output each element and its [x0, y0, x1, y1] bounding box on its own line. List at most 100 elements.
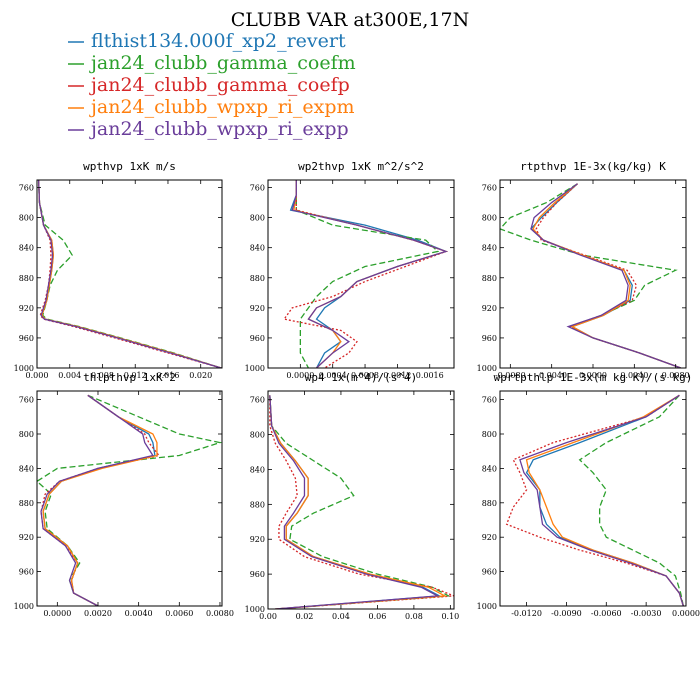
series-line-3: [283, 180, 448, 368]
y-tick-label: 960: [19, 568, 34, 577]
x-tick-label: 0.06: [369, 612, 387, 621]
y-tick-label: 920: [482, 304, 497, 313]
x-tick-label: -0.0120: [511, 609, 542, 618]
panel-1: wpthvp 1xK m/s76080084088092096010000.00…: [14, 160, 223, 380]
y-tick-label: 800: [19, 214, 34, 223]
y-tick-label: 880: [19, 274, 34, 283]
y-tick-label: 840: [482, 244, 497, 253]
y-tick-label: 760: [482, 184, 497, 193]
x-tick-label: 0.0000: [43, 609, 71, 618]
y-tick-label: 920: [250, 304, 265, 313]
x-tick-label: 0.0040: [620, 371, 648, 380]
series-line-2: [295, 180, 440, 368]
series-group: [505, 394, 684, 606]
legend: flthist134.000f_xp2_revert jan24_clubb_ga…: [68, 30, 356, 140]
series-line-1: [37, 180, 222, 368]
y-tick-label: 960: [482, 568, 497, 577]
y-tick-label: 960: [19, 334, 34, 343]
series-line-4: [293, 180, 448, 368]
panel-title: wp4 1x(m^4)/(s^4): [305, 371, 418, 384]
y-tick-label: 1000: [14, 364, 34, 373]
x-tick-label: 0.08: [405, 612, 423, 621]
x-tick-label: 0.0012: [383, 371, 411, 380]
series-line-5: [269, 395, 440, 609]
series-line-5: [519, 394, 684, 606]
y-tick-label: 880: [19, 499, 34, 508]
x-tick-label: 0.0008: [351, 371, 379, 380]
y-tick-label: 840: [250, 465, 265, 474]
series-line-2: [500, 183, 682, 368]
y-tick-label: 960: [250, 570, 265, 579]
y-tick-label: 880: [250, 500, 265, 509]
x-tick-label: 0.0000: [286, 371, 314, 380]
series-line-3: [40, 394, 161, 606]
panel-3: rtpthvp 1E-3x(kg/kg) K 760 800 840 880 920 960…: [477, 160, 690, 380]
series-line-5: [37, 180, 222, 368]
panel-title: thlpthvp 1xK^2: [83, 371, 176, 384]
x-tick-label: 0.0000: [579, 371, 607, 380]
series-line-4: [532, 183, 682, 368]
panel-6: wprtpthlp 1E-3x(m kg K)/(s kg) 760 800 840 8…: [477, 371, 700, 618]
x-tick-label: 0.02: [296, 612, 314, 621]
panel-2: wp2thvp 1xK m^2/s^2 760 800 840 880 920 960 100…: [245, 160, 455, 380]
figure-title: CLUBB VAR at300E,17N: [231, 9, 470, 31]
y-tick-label: 880: [482, 274, 497, 283]
y-tick-label: 840: [482, 464, 497, 473]
x-tick-label: 0.00: [259, 612, 277, 621]
y-tick-label: 840: [250, 244, 265, 253]
y-tick-label: 800: [250, 431, 265, 440]
series-line-3: [37, 180, 222, 368]
x-tick-label: 0.000: [26, 371, 49, 380]
x-tick-label: 0.0060: [165, 609, 193, 618]
series-line-4: [269, 395, 448, 609]
panel-4: thlpthvp 1xK^2 760 800 840 880 920 960 1000 0.00…: [14, 371, 234, 618]
y-tick-label: 1000: [14, 602, 34, 611]
panels: wpthvp 1xK m/s76080084088092096010000.00…: [14, 160, 700, 621]
series-group: [37, 394, 222, 606]
y-tick-label: 840: [19, 244, 34, 253]
x-tick-label: 0.008: [91, 371, 114, 380]
y-tick-label: 920: [250, 535, 265, 544]
x-tick-label: 0.0040: [125, 609, 153, 618]
panel-title: wp2thvp 1xK m^2/s^2: [298, 160, 424, 173]
series-line-4: [37, 180, 222, 368]
series-group: [37, 180, 222, 368]
plot-frame: [499, 179, 687, 369]
panel-title: wpthvp 1xK m/s: [83, 160, 176, 173]
y-tick-label: 1000: [245, 605, 265, 614]
x-tick-label: 0.0004: [319, 371, 347, 380]
legend-label: jan24_clubb_wpxp_ri_expp: [89, 118, 349, 140]
x-tick-label: 0.012: [124, 371, 147, 380]
x-tick-label: -0.0060: [591, 609, 622, 618]
plot-frame: [36, 390, 223, 607]
y-tick-label: 800: [482, 430, 497, 439]
y-tick-label: 760: [250, 396, 265, 405]
panel-title: rtpthvp 1E-3x(kg/kg) K: [520, 160, 666, 173]
series-line-5: [291, 180, 448, 368]
y-tick-label: 1000: [477, 602, 497, 611]
y-tick-label: 800: [482, 214, 497, 223]
y-tick-label: 840: [19, 464, 34, 473]
plot-frame: [267, 179, 455, 369]
x-tick-label: 0.020: [189, 371, 212, 380]
legend-label: jan24_clubb_gamma_coefp: [89, 74, 350, 96]
panel-5: wp4 1x(m^4)/(s^4)76080084088092096010000…: [245, 371, 460, 621]
x-tick-label: 0.0016: [416, 371, 444, 380]
y-tick-label: 800: [19, 430, 34, 439]
x-tick-label: -0.0090: [551, 609, 582, 618]
series-line-3: [505, 394, 684, 606]
x-tick-label: -0.0040: [536, 371, 567, 380]
y-tick-label: 1000: [477, 364, 497, 373]
series-line-1: [530, 183, 682, 368]
legend-label: flthist134.000f_xp2_revert: [91, 30, 346, 52]
y-tick-label: 760: [19, 396, 34, 405]
x-tick-label: 0.10: [441, 612, 459, 621]
x-tick-label: 0.004: [58, 371, 81, 380]
series-line-5: [530, 183, 682, 368]
series-line-4: [42, 394, 158, 606]
y-tick-label: 880: [482, 499, 497, 508]
series-line-5: [40, 394, 154, 606]
series-line-1: [269, 395, 442, 609]
x-tick-label: 0.04: [332, 612, 350, 621]
